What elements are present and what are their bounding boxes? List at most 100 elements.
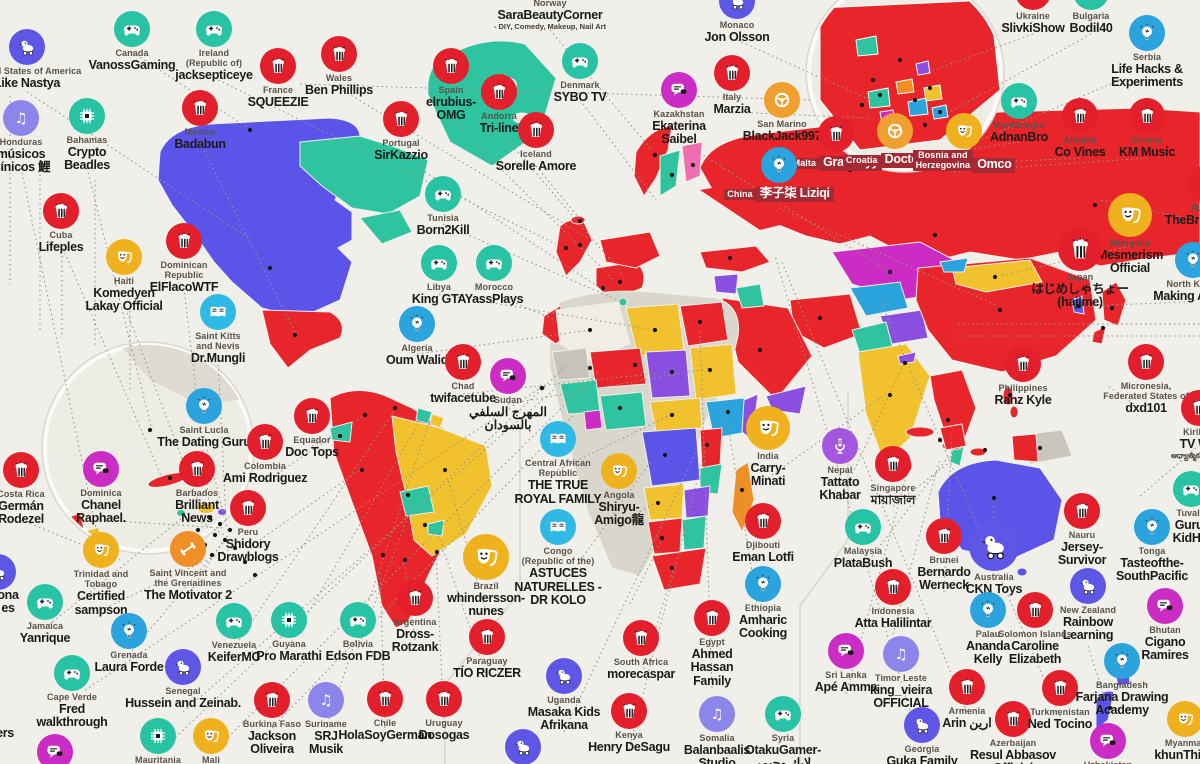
location-dot: [887, 392, 893, 398]
country-label: Dominica: [80, 488, 122, 498]
country-label: India: [757, 451, 779, 461]
leader-line: [731, 111, 869, 119]
leader-line: [629, 535, 665, 605]
badge-bahamas: Bahamas Crypto Beadles: [21, 98, 153, 173]
badge-philippines: Philippines Ranz Kyle: [957, 346, 1089, 407]
channel-name: THE TRUE ROYAL FAMILY: [514, 478, 602, 506]
popcorn-icon: [1058, 227, 1102, 271]
badge-somalia: ♫ Somalia Balanbaalis Studio: [651, 696, 783, 764]
popcorn-icon: [3, 452, 39, 488]
duck-icon: [719, 0, 755, 19]
leader-line: [943, 435, 953, 593]
location-dot: [222, 537, 228, 543]
leader-line: [934, 33, 1092, 121]
badge-bhutan: Bhutan Cigano Ramires: [1099, 588, 1200, 663]
badge-indonesia: Indonesia Atta Halilintar: [827, 569, 959, 630]
badge-morocco: Morocco YassPlays: [428, 245, 560, 306]
country-label: Russia: [1190, 203, 1200, 213]
badge-tuvalu: TuvaluGuru- KidHD: [1125, 471, 1200, 546]
country-label: Bosnia and Herzegovina: [912, 150, 974, 172]
bulb-icon: [1104, 643, 1140, 679]
leader-line: [557, 413, 673, 471]
country-label: Malaysia: [843, 546, 883, 556]
channel-name: Doc Tops: [285, 445, 339, 460]
location-dot: [669, 565, 675, 571]
speech-icon: [828, 633, 864, 669]
channel-name: Ahmed Hassan Family: [690, 647, 734, 688]
badge-central-african-republic: Central African Republic THE TRUE ROYAL F…: [492, 421, 624, 506]
popcorn-icon: [230, 490, 266, 526]
badge-dominica: Dominica Chanel Raphael.: [35, 451, 167, 526]
country-label: Mexico: [184, 127, 216, 137]
popcorn-icon: [694, 600, 730, 636]
duck-icon: [969, 521, 1019, 571]
badge-egypt: Egypt Ahmed Hassan Family: [646, 600, 778, 688]
channel-name: Tasteofthe- SouthPacific: [1115, 556, 1189, 584]
country-label: Sri Lanka: [825, 670, 867, 680]
leader-line: [187, 535, 227, 597]
badge-badge: [0, 554, 64, 591]
leader-line: [618, 499, 661, 525]
badge-brazil: Brazil whindersson- nunes: [420, 534, 552, 619]
channel-name: Amharic Cooking: [739, 613, 787, 641]
channel-name: Tattato Khabar: [819, 475, 861, 503]
country-label: Tunisia: [427, 213, 459, 223]
leader-line: [862, 451, 953, 569]
location-dot: [577, 242, 583, 248]
location-dot: [922, 122, 928, 128]
map-south-america: [329, 390, 493, 629]
channel-name: TV WU: [1179, 437, 1200, 452]
badge-sri-lanka: Sri Lanka Apé Amma: [780, 633, 912, 694]
badge-monaco: Monaco Jon Olsson: [671, 0, 803, 44]
badge-andorra: Andorra Tri-line: [433, 74, 565, 135]
badge-palau: Palau Ananda Kelly: [922, 592, 1054, 667]
channel-name: YassPlays: [464, 292, 524, 307]
popcorn-icon: [949, 669, 985, 705]
location-dot: [434, 549, 440, 555]
location-dot: [147, 427, 153, 433]
badge-india: India Carry- Minati: [702, 406, 834, 489]
location-dot: [1100, 325, 1106, 331]
channel-name: HolaSoyGerman: [338, 728, 432, 743]
badge-nauru: Nauru Jersey- Survivor: [1016, 493, 1148, 568]
leader-line: [311, 431, 341, 447]
channel-name: Tri-line: [479, 121, 519, 136]
popcorn-icon: [426, 681, 462, 717]
speech-icon: [1147, 588, 1183, 624]
channel-name: músicos Cínicos 鯉: [0, 147, 51, 175]
duck-icon: [0, 554, 16, 590]
country-label: Colombia: [244, 461, 286, 471]
country-label: Indonesia: [871, 606, 915, 616]
masks-icon: [1108, 193, 1152, 237]
country-label: Bulgaria: [1072, 11, 1110, 21]
channel-name: Born2Kill: [416, 223, 470, 238]
svg-text:♫: ♫: [711, 707, 724, 723]
channel-name: jacksepticeye: [175, 68, 253, 83]
country-label: Congo (Republic of the): [521, 546, 595, 567]
location-dot: [600, 285, 606, 291]
badge-badge: [0, 734, 121, 764]
leader-line: [736, 39, 871, 101]
badge-uzbekistan: Uzbekistan: [1042, 723, 1174, 764]
popcorn-icon: [247, 424, 283, 460]
bulb-icon: [186, 388, 222, 424]
leader-line: [199, 141, 297, 335]
country-label: Costa Rica: [0, 489, 45, 499]
popcorn-icon: [383, 101, 419, 137]
dumbbell-icon: [170, 531, 206, 567]
country-label: Paraguay: [466, 656, 508, 666]
badge-saint-vincent-and-the-grenadines: Saint Vincent and the Grenadines The Moti…: [122, 531, 254, 603]
country-label: Uzbekistan: [1042, 760, 1174, 764]
channel-name: BlackJack997: [742, 129, 822, 144]
channel-name: Guka Family: [886, 754, 958, 764]
leader-line: [892, 457, 941, 635]
channel-name: The Motivator 2: [144, 588, 232, 603]
channel-name: Fred walkthrough: [36, 702, 108, 730]
badge-mali: Mali: [145, 718, 277, 764]
country-label: Egypt: [699, 637, 725, 647]
channel-name: Pro Marathi: [256, 649, 322, 664]
popcorn-icon: [321, 36, 357, 72]
location-dot: [690, 162, 696, 168]
country-label: Ethiopia: [744, 603, 782, 613]
